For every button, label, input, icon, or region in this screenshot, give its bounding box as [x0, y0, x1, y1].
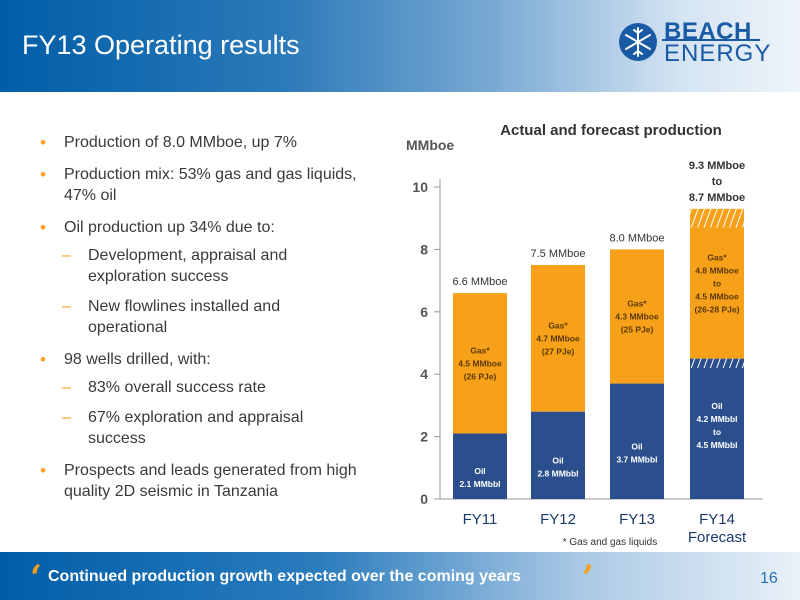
- bullet-list: Production of 8.0 MMboe, up 7% Productio…: [40, 132, 360, 513]
- x-tick-label: FY13: [619, 511, 655, 528]
- page-number: 16: [760, 570, 778, 587]
- y-tick-label: 4: [420, 366, 428, 382]
- y-tick-label: 8: [420, 241, 428, 257]
- x-tick-sublabel: Forecast: [688, 529, 747, 546]
- bullet-item: Prospects and leads generated from high …: [40, 460, 360, 502]
- logo-word-energy: ENERGY: [664, 40, 772, 67]
- oil-value-label: Oil: [631, 441, 642, 451]
- sub-bullet-item: Development, appraisal and exploration s…: [40, 245, 360, 287]
- total-label: 6.6 MMboe: [452, 276, 507, 288]
- total-label: 9.3 MMboe: [689, 160, 745, 172]
- oil-bar: [690, 358, 744, 499]
- gas-bar: [610, 249, 664, 384]
- total-label: to: [712, 176, 723, 188]
- gas-value-label: Gas*: [470, 345, 490, 355]
- sub-bullet-item: 83% overall success rate: [40, 377, 360, 398]
- gas-value-label: to: [713, 279, 721, 289]
- x-tick-label: FY14: [699, 511, 735, 528]
- bullet-item: 98 wells drilled, with:: [40, 349, 360, 370]
- total-label: 8.0 MMboe: [609, 232, 664, 244]
- x-tick-label: FY11: [463, 511, 498, 528]
- total-label: 7.5 MMboe: [530, 248, 585, 260]
- snowflake-emblem-icon: [619, 23, 657, 61]
- x-tick-label: FY12: [540, 511, 576, 528]
- bullet-item: Production mix: 53% gas and gas liquids,…: [40, 164, 360, 206]
- logo-divider: [662, 39, 760, 41]
- oil-value-label: Oil: [552, 455, 563, 465]
- chart-footnote: * Gas and gas liquids: [563, 537, 658, 548]
- gas-value-label: 4.3 MMboe: [615, 311, 659, 321]
- gas-value-label: Gas*: [707, 253, 727, 263]
- oil-value-label: 2.1 MMbbl: [459, 479, 500, 489]
- bullet-item: Production of 8.0 MMboe, up 7%: [40, 132, 360, 153]
- oil-value-label: to: [713, 427, 721, 437]
- footer-bar: ‘ Continued production growth expected o…: [0, 552, 800, 600]
- gas-value-label: (25 PJe): [621, 324, 654, 334]
- footer-tagline: Continued production growth expected ove…: [48, 568, 521, 585]
- oil-range-band: [690, 358, 744, 368]
- gas-value-label: 4.5 MMboe: [695, 292, 739, 302]
- total-label: 8.7 MMboe: [689, 192, 745, 204]
- gas-value-label: (27 PJe): [542, 346, 575, 356]
- close-quote-mark: ’: [582, 558, 594, 598]
- gas-value-label: 4.5 MMboe: [458, 358, 502, 368]
- bullet-item: Oil production up 34% due to:: [40, 217, 360, 238]
- gas-value-label: (26-28 PJe): [695, 305, 740, 315]
- oil-value-label: 2.8 MMbbl: [537, 468, 578, 478]
- oil-bar: [531, 411, 585, 499]
- slide-title: FY13 Operating results: [22, 30, 300, 60]
- sub-bullet-item: New flowlines installed and operational: [40, 296, 360, 338]
- gas-bar: [453, 293, 507, 434]
- oil-value-label: 4.5 MMbbl: [696, 440, 737, 450]
- oil-value-label: Oil: [711, 401, 722, 411]
- oil-bar: [610, 383, 664, 499]
- y-tick-label: 6: [420, 304, 428, 320]
- total-range-band: [690, 208, 744, 228]
- sub-bullet-item: 67% exploration and appraisal success: [40, 407, 360, 449]
- gas-value-label: Gas*: [548, 320, 568, 330]
- oil-value-label: 4.2 MMbbl: [696, 414, 737, 424]
- y-tick-label: 10: [412, 179, 428, 195]
- oil-value-label: 3.7 MMbbl: [616, 454, 657, 464]
- gas-bar: [690, 208, 744, 359]
- gas-value-label: 4.8 MMboe: [695, 266, 739, 276]
- gas-value-label: Gas*: [627, 298, 647, 308]
- oil-bar: [453, 433, 507, 499]
- header-bar: FY13 Operating results BEACH ENERGY: [0, 0, 800, 92]
- gas-value-label: 4.7 MMboe: [536, 333, 580, 343]
- y-tick-label: 2: [420, 429, 428, 445]
- production-chart: Actual and forecast production MMboe 0 2 4…: [406, 122, 763, 548]
- y-axis-label: MMboe: [406, 137, 454, 153]
- gas-value-label: (26 PJe): [464, 371, 497, 381]
- chart-title: Actual and forecast production: [500, 122, 722, 139]
- beach-energy-logo: BEACH ENERGY: [612, 16, 770, 76]
- gas-bar: [531, 265, 585, 412]
- y-tick-label: 0: [420, 491, 428, 507]
- oil-value-label: Oil: [474, 466, 485, 476]
- open-quote-mark: ‘: [30, 558, 42, 598]
